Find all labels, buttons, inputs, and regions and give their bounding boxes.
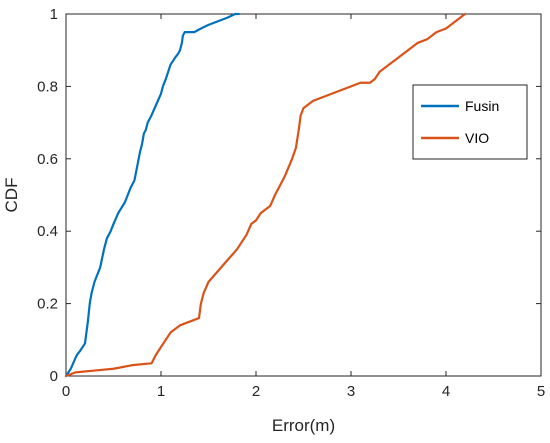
plot-area: 0 1 2 3 4 5 0 0.2 0.4 0.6 0.8 1 Error(m) CDF Fusin VIO bbox=[2, 6, 545, 435]
x-tick-label: 4 bbox=[442, 383, 450, 400]
series-line-vio bbox=[64, 12, 467, 378]
legend-label-vio: VIO bbox=[465, 130, 489, 146]
x-tick-label: 2 bbox=[252, 383, 260, 400]
plot-frame bbox=[65, 13, 542, 377]
x-tick-label: 3 bbox=[347, 383, 355, 400]
y-tick-label: 1 bbox=[50, 6, 58, 23]
legend-box bbox=[412, 84, 528, 160]
x-tick-label: 5 bbox=[537, 383, 545, 400]
legend-label-fusin: Fusin bbox=[465, 98, 499, 114]
y-tick-label: 0.4 bbox=[37, 223, 58, 240]
y-tick-label: 0.8 bbox=[37, 78, 58, 95]
y-tick-label: 0 bbox=[50, 368, 58, 385]
x-tick-label: 0 bbox=[62, 383, 70, 400]
x-tick-label: 1 bbox=[157, 383, 165, 400]
x-axis-title: Error(m) bbox=[272, 416, 335, 435]
y-tick-label: 0.2 bbox=[37, 296, 58, 313]
y-axis-title: CDF bbox=[2, 178, 21, 213]
y-tick-label: 0.6 bbox=[37, 151, 58, 168]
series-line-fusin bbox=[64, 12, 240, 378]
